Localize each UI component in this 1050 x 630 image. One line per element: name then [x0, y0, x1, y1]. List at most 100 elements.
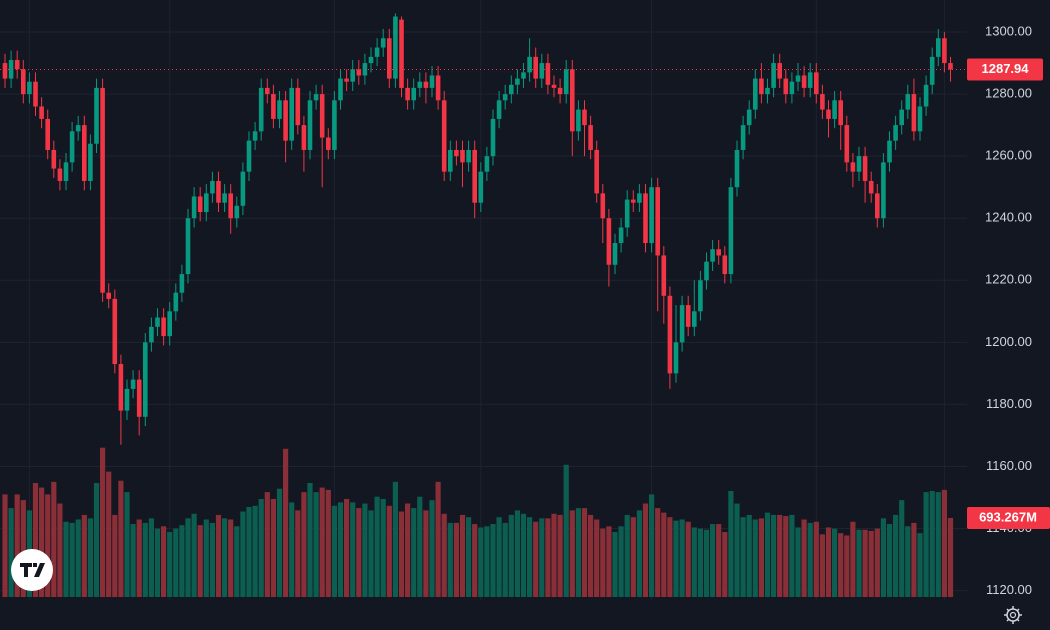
- candle-body: [136, 379, 142, 417]
- volume-bar: [899, 500, 905, 597]
- volume-bar: [2, 494, 8, 597]
- volume-bar: [197, 525, 203, 597]
- volume-bar: [947, 517, 954, 597]
- volume-bar: [886, 524, 893, 597]
- volume-bar: [832, 528, 838, 597]
- candle-body: [582, 109, 587, 126]
- candle-body: [661, 255, 667, 296]
- volume-bar: [752, 519, 758, 597]
- candle-body: [228, 193, 233, 219]
- candle-body: [801, 75, 807, 88]
- volume-bar: [588, 514, 594, 597]
- volume-bar: [691, 527, 697, 597]
- candle-body: [356, 69, 362, 76]
- candle-body: [868, 180, 874, 194]
- volume-bar: [807, 522, 813, 597]
- volume-bar: [893, 514, 899, 597]
- candle-body: [679, 305, 685, 343]
- logo[interactable]: [11, 549, 53, 591]
- volume-bar: [20, 500, 26, 597]
- volume-bar: [69, 522, 75, 597]
- candle-body: [289, 87, 294, 141]
- candle-body: [277, 100, 282, 119]
- volume-bar: [295, 510, 301, 597]
- candle-body: [728, 187, 734, 275]
- candle-body: [82, 125, 87, 181]
- volume-bar: [575, 508, 581, 597]
- candle-body: [63, 162, 69, 181]
- candle-body: [460, 149, 465, 163]
- volume-bar: [154, 528, 161, 597]
- volume-bar: [630, 517, 636, 597]
- volume-bar: [368, 510, 374, 597]
- candle-body: [179, 274, 185, 293]
- last-volume-label: 693.267M: [979, 509, 1037, 524]
- candle-body: [588, 125, 593, 150]
- volume-bar: [490, 524, 496, 597]
- candle-body: [539, 63, 545, 79]
- candle-body: [936, 38, 941, 57]
- candle-body: [685, 305, 691, 327]
- candle-body: [594, 149, 599, 194]
- candle-body: [210, 180, 215, 194]
- volume-bar: [502, 522, 508, 597]
- candle-body: [8, 59, 14, 79]
- volume-bar: [240, 511, 246, 597]
- candle-body: [563, 69, 569, 95]
- volume-bar: [740, 517, 746, 597]
- volume-bar: [75, 519, 81, 597]
- volume-bar: [276, 488, 283, 597]
- volume-bar: [563, 464, 569, 597]
- candle-body: [380, 38, 386, 48]
- volume-bar: [514, 510, 520, 597]
- candle-body: [191, 196, 197, 219]
- volume-bar: [703, 529, 710, 597]
- candle-body: [612, 243, 618, 265]
- volume-bar: [350, 502, 356, 597]
- volume-bar: [600, 528, 606, 597]
- candle-body: [783, 78, 789, 95]
- volume-bar: [801, 519, 807, 597]
- candle-body: [405, 87, 410, 101]
- candle-body: [844, 125, 850, 163]
- candle-body: [887, 140, 892, 163]
- candle-body: [606, 218, 612, 265]
- candle-body: [374, 47, 380, 57]
- candle-body: [496, 100, 502, 119]
- volume-bar: [398, 511, 405, 597]
- candle-body: [521, 72, 526, 79]
- volume-bar: [642, 503, 649, 597]
- candle-body: [746, 109, 752, 126]
- candle-body: [411, 87, 416, 101]
- candle-body: [149, 326, 154, 343]
- volume-bar: [459, 514, 466, 597]
- candle-body: [862, 156, 868, 181]
- candle-body: [338, 78, 343, 101]
- candle-body: [643, 193, 648, 244]
- volume-bar: [508, 514, 514, 597]
- candle-body: [94, 87, 99, 144]
- volume-bar: [478, 527, 484, 597]
- settings-button[interactable]: [1004, 606, 1022, 624]
- candle-body: [161, 317, 166, 337]
- y-tick-label: 1120.00: [986, 582, 1032, 597]
- volume-bar: [344, 498, 350, 597]
- candle-body: [704, 261, 709, 281]
- volume-bar: [935, 492, 941, 597]
- candle-body: [155, 317, 160, 327]
- volume-bar: [130, 524, 136, 597]
- volume-bar: [728, 490, 734, 597]
- candle-body: [45, 118, 50, 150]
- volume-bar: [325, 489, 331, 597]
- candle-body: [856, 156, 862, 172]
- candle-body: [271, 94, 276, 119]
- candle-body: [710, 249, 715, 262]
- volume-bar: [417, 496, 423, 597]
- candle-body: [429, 75, 435, 88]
- volume-bar: [429, 500, 435, 597]
- candle-body: [112, 298, 118, 365]
- candle-body: [350, 69, 355, 82]
- volume-bar: [264, 492, 270, 597]
- candle-body: [69, 131, 75, 163]
- candle-body: [881, 162, 886, 219]
